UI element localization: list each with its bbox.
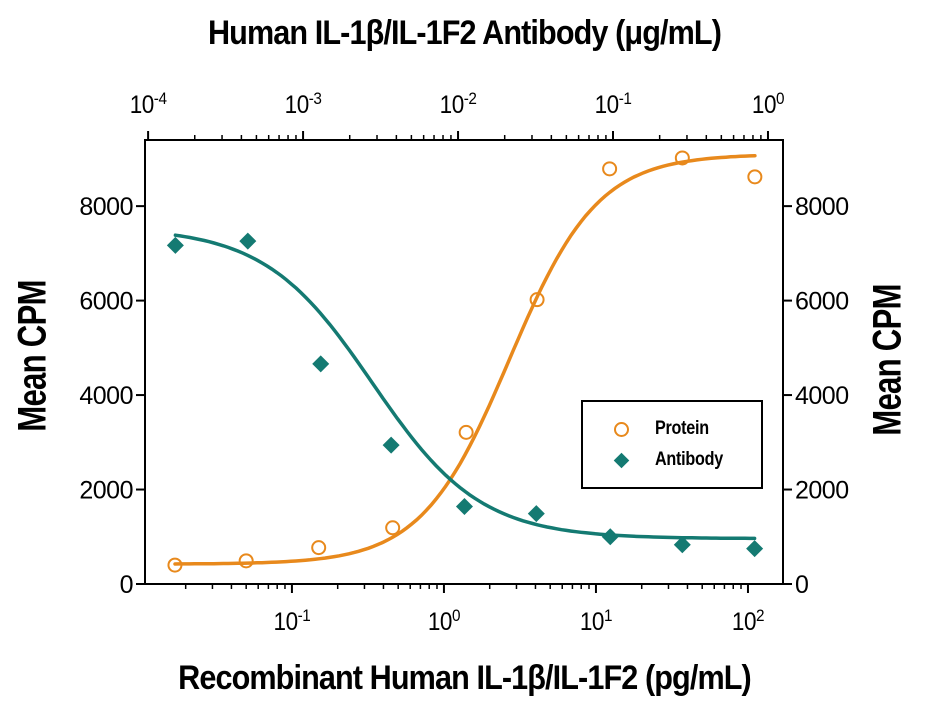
legend-item-antibody: Antibody xyxy=(583,449,761,470)
top-axis-title: Human IL-1β/IL-1F2 Antibody (μg/mL) xyxy=(207,14,722,52)
protein-data-point xyxy=(458,424,474,440)
left-axis-tick-label: 6000 xyxy=(79,288,133,316)
protein-data-point xyxy=(747,169,763,185)
protein-data-point xyxy=(529,292,545,308)
protein-data-point xyxy=(167,557,183,573)
y-axis-label-right: Mean CPM xyxy=(865,284,910,436)
legend-item-protein: Protein xyxy=(583,418,761,439)
left-axis-tick-label: 8000 xyxy=(79,193,133,221)
y-axis-label-left: Mean CPM xyxy=(10,280,55,432)
protein-data-point xyxy=(385,520,401,536)
protein-data-point xyxy=(674,150,690,166)
antibody-data-point xyxy=(382,436,400,454)
open-circle-marker-icon xyxy=(611,421,631,437)
protein-data-point xyxy=(311,540,327,556)
axis-frame xyxy=(144,139,784,585)
legend-label-antibody: Antibody xyxy=(655,449,723,470)
antibody-data-point xyxy=(239,232,257,250)
antibody-data-point xyxy=(455,498,473,516)
bottom-axis-tick-label: 101 xyxy=(580,606,613,636)
antibody-data-point xyxy=(527,505,545,523)
antibody-data-point xyxy=(166,236,184,254)
top-axis-tick-label: 10-4 xyxy=(130,89,167,119)
top-axis-tick-label: 10-3 xyxy=(285,89,322,119)
right-axis-tick-label: 8000 xyxy=(795,193,849,221)
right-axis-tick-label: 6000 xyxy=(795,288,849,316)
protein-fit-curve xyxy=(173,153,757,566)
protein-data-point xyxy=(238,553,254,569)
bottom-axis-tick-label: 100 xyxy=(428,606,461,636)
legend-label-protein: Protein xyxy=(655,418,709,439)
antibody-fit-curve xyxy=(173,233,757,541)
bottom-axis-title: Recombinant Human IL-1β/IL-1F2 (pg/mL) xyxy=(178,659,752,697)
antibody-data-point xyxy=(673,536,691,554)
legend: Protein Antibody xyxy=(581,400,763,489)
right-axis-tick-label: 2000 xyxy=(795,477,849,505)
bottom-axis-tick-label: 102 xyxy=(732,606,765,636)
filled-diamond-marker-icon xyxy=(611,452,631,468)
right-axis-tick-label: 4000 xyxy=(795,382,849,410)
top-axis-tick-label: 10-2 xyxy=(440,89,477,119)
antibody-data-point xyxy=(601,528,619,546)
antibody-data-point xyxy=(312,355,330,373)
left-axis-tick-label: 4000 xyxy=(79,382,133,410)
left-axis-tick-label: 2000 xyxy=(79,477,133,505)
antibody-data-point xyxy=(746,540,764,558)
left-axis-tick-label: 0 xyxy=(120,571,133,599)
protein-data-point xyxy=(602,161,618,177)
bottom-axis-tick-label: 10-1 xyxy=(274,606,311,636)
right-axis-tick-label: 0 xyxy=(795,571,808,599)
top-axis-tick-label: 10-1 xyxy=(595,89,632,119)
top-axis-tick-label: 100 xyxy=(752,89,785,119)
